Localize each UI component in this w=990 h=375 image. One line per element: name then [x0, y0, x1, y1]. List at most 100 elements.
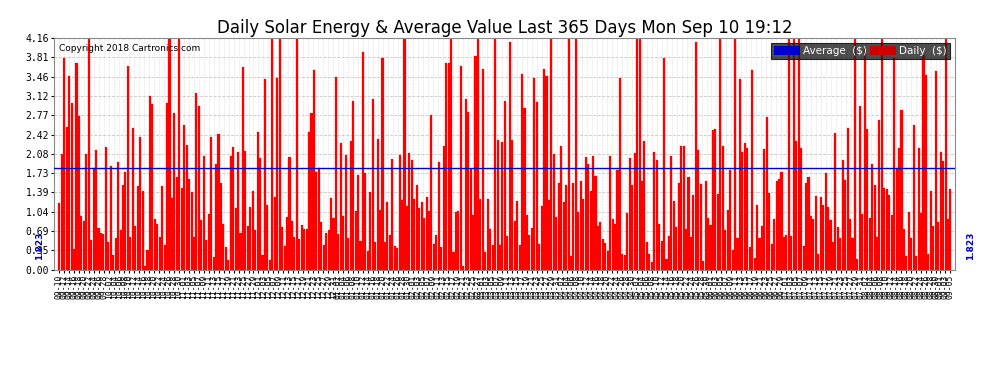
- Bar: [132, 129, 134, 270]
- Bar: [343, 216, 345, 270]
- Bar: [472, 215, 474, 270]
- Bar: [443, 146, 445, 270]
- Bar: [264, 79, 266, 270]
- Bar: [930, 192, 932, 270]
- Bar: [90, 240, 92, 270]
- Bar: [242, 67, 244, 270]
- Bar: [235, 208, 237, 270]
- Bar: [70, 103, 72, 270]
- Bar: [521, 74, 523, 270]
- Bar: [240, 233, 242, 270]
- Bar: [320, 222, 323, 270]
- Bar: [137, 186, 139, 270]
- Bar: [411, 160, 413, 270]
- Title: Daily Solar Energy & Average Value Last 365 Days Mon Sep 10 19:12: Daily Solar Energy & Average Value Last …: [217, 20, 793, 38]
- Bar: [450, 18, 452, 270]
- Bar: [668, 236, 670, 270]
- Bar: [266, 205, 268, 270]
- Bar: [570, 256, 572, 270]
- Bar: [557, 183, 559, 270]
- Bar: [597, 226, 599, 270]
- Bar: [915, 256, 917, 270]
- Bar: [665, 259, 667, 270]
- Bar: [632, 185, 634, 270]
- Bar: [166, 103, 168, 270]
- Bar: [878, 120, 880, 270]
- Bar: [401, 200, 403, 270]
- Bar: [544, 69, 545, 270]
- Bar: [426, 197, 428, 270]
- Bar: [670, 156, 672, 270]
- Bar: [881, 18, 883, 270]
- Bar: [278, 18, 281, 270]
- Bar: [761, 226, 763, 270]
- Bar: [609, 156, 611, 270]
- Bar: [298, 238, 300, 270]
- Bar: [868, 218, 871, 270]
- Bar: [770, 244, 773, 270]
- Bar: [925, 75, 927, 270]
- Bar: [386, 202, 388, 270]
- Bar: [842, 160, 843, 270]
- Bar: [560, 146, 562, 270]
- Bar: [644, 141, 645, 270]
- Bar: [276, 78, 278, 270]
- Bar: [629, 158, 631, 270]
- Bar: [947, 219, 949, 270]
- Bar: [301, 225, 303, 270]
- Bar: [680, 146, 682, 270]
- Bar: [338, 234, 340, 270]
- Bar: [619, 78, 621, 270]
- Bar: [484, 252, 486, 270]
- Bar: [230, 156, 232, 270]
- Bar: [190, 192, 193, 270]
- Bar: [349, 141, 351, 270]
- Bar: [281, 227, 283, 270]
- Bar: [607, 251, 609, 270]
- Bar: [110, 166, 112, 270]
- Bar: [942, 160, 944, 270]
- Bar: [783, 237, 785, 270]
- Bar: [675, 227, 677, 270]
- Bar: [447, 63, 449, 270]
- Bar: [340, 143, 342, 270]
- Bar: [617, 171, 619, 270]
- Bar: [509, 42, 511, 270]
- Bar: [773, 219, 775, 270]
- Bar: [658, 224, 660, 270]
- Bar: [933, 226, 935, 270]
- Bar: [817, 254, 820, 270]
- Bar: [261, 255, 263, 270]
- Bar: [115, 238, 117, 270]
- Bar: [376, 140, 378, 270]
- Bar: [575, 18, 577, 270]
- Bar: [604, 243, 606, 270]
- Bar: [599, 222, 601, 270]
- Bar: [820, 197, 822, 270]
- Bar: [205, 240, 207, 270]
- Bar: [655, 160, 657, 270]
- Bar: [562, 202, 564, 270]
- Bar: [891, 215, 893, 270]
- Bar: [147, 250, 148, 270]
- Bar: [213, 257, 215, 270]
- Bar: [489, 228, 491, 270]
- Bar: [413, 200, 416, 270]
- Bar: [208, 214, 210, 270]
- Text: 1.823: 1.823: [966, 231, 975, 260]
- Bar: [580, 181, 582, 270]
- Bar: [702, 261, 704, 270]
- Bar: [641, 181, 644, 270]
- Bar: [888, 195, 890, 270]
- Bar: [846, 129, 848, 270]
- Bar: [232, 147, 235, 270]
- Bar: [940, 152, 941, 270]
- Bar: [871, 164, 873, 270]
- Bar: [840, 238, 842, 270]
- Bar: [798, 18, 800, 270]
- Bar: [851, 238, 853, 270]
- Bar: [379, 210, 381, 270]
- Bar: [293, 237, 295, 270]
- Bar: [589, 190, 592, 270]
- Bar: [256, 132, 258, 270]
